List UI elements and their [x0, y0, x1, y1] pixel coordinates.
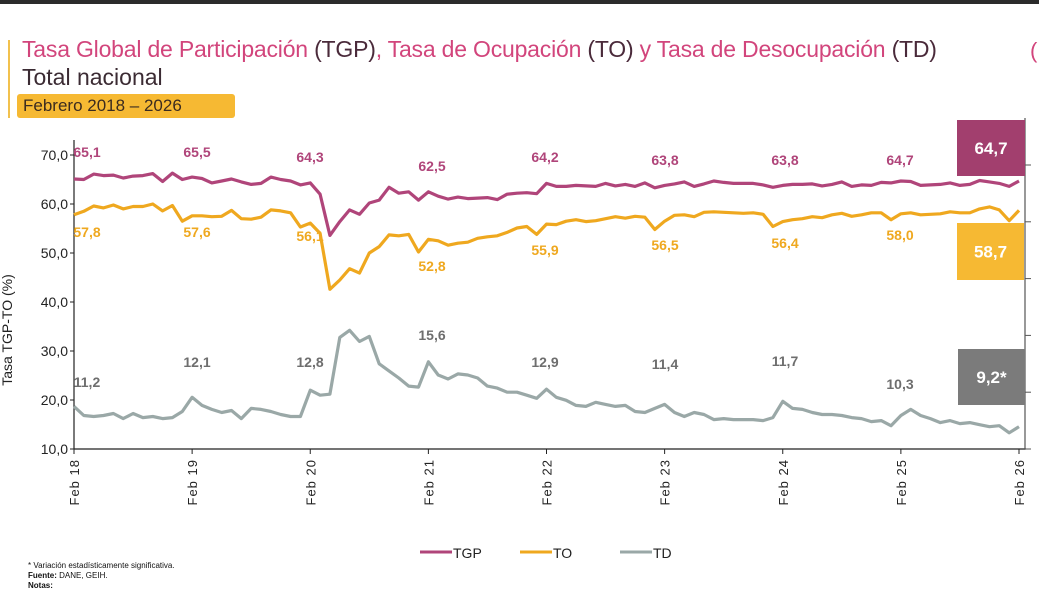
to-data-label: 57,8 [73, 224, 100, 240]
notes-label-text: Notas: [28, 581, 53, 590]
to-last-value-box [957, 223, 1024, 280]
tgp-data-label: 64,2 [531, 149, 558, 165]
title-part: (TO) [587, 36, 634, 62]
to-series-line [73, 202, 1021, 291]
tgp-data-label: 64,7 [886, 152, 913, 168]
x-tick-label: Feb 24 [776, 459, 791, 505]
td-series-line [72, 328, 1020, 435]
y-tick-label: 60,0 [41, 196, 68, 212]
y-tick-label: 40,0 [41, 294, 68, 310]
to-data-label: 56,1 [296, 228, 323, 244]
td-last-value: 9,2* [976, 368, 1007, 387]
tgp-data-label: 65,5 [183, 144, 210, 160]
tgp-last-value-box [957, 120, 1025, 176]
to-data-label: 52,8 [418, 258, 445, 274]
x-tick-label: Feb 19 [185, 459, 200, 505]
chart-subtitle: Total nacional [22, 64, 163, 90]
x-tick-label: Feb 21 [421, 459, 436, 505]
title-part: y Tasa de Desocupación [633, 36, 892, 62]
title-part: (TD) [891, 36, 937, 62]
source-label: Fuente: [28, 571, 57, 580]
y-tick-label: 10,0 [41, 441, 68, 457]
td-data-label: 11,4 [652, 356, 679, 372]
footnote: * Variación estadísticamente significati… [28, 561, 175, 570]
title-part: Tasa Global de Participación [22, 36, 315, 62]
x-tick-label: Feb 23 [658, 459, 673, 505]
to-data-label: 56,4 [771, 235, 798, 251]
to-data-label: 58,0 [886, 227, 913, 243]
td-data-label: 11,2 [74, 374, 101, 390]
tgp-series-line [73, 171, 1020, 237]
x-tick-label: Feb 18 [67, 459, 82, 505]
td-last-value-box [958, 349, 1025, 405]
tgp-data-label: 65,1 [73, 144, 100, 160]
td-data-label: 15,6 [418, 327, 445, 343]
period-badge: Febrero 2018 – 2026 [17, 94, 235, 118]
to-data-label: 55,9 [531, 242, 558, 258]
x-tick-label: Feb 26 [1012, 459, 1027, 505]
tgp-data-label: 62,5 [418, 158, 445, 174]
source-text: DANE, GEIH. [56, 571, 108, 580]
x-tick-label: Feb 25 [894, 459, 909, 505]
tgp-data-label: 64,3 [296, 149, 323, 165]
td-data-label: 10,3 [886, 376, 913, 392]
x-tick-label: Feb 20 [303, 459, 318, 505]
legend-label-tgp: TGP [453, 545, 482, 561]
y-tick-label: 30,0 [41, 343, 68, 359]
notes-label: Notas: [28, 581, 53, 590]
source-note: Fuente: DANE, GEIH. [28, 571, 108, 580]
y-tick-label: 70,0 [41, 147, 68, 163]
td-data-label: 12,1 [183, 354, 210, 370]
td-data-label: 11,7 [772, 353, 799, 369]
legend-label-to: TO [553, 545, 572, 561]
title-accent-bar [8, 40, 10, 118]
td-data-label: 12,8 [296, 354, 323, 370]
y-tick-label: 20,0 [41, 392, 68, 408]
y-axis-title: Tasa TGP-TO (%) [0, 274, 15, 386]
top-bar [0, 0, 1039, 4]
x-tick-label: Feb 22 [540, 459, 555, 505]
title-part: , Tasa de Ocupación [375, 36, 588, 62]
tgp-data-label: 63,8 [771, 152, 798, 168]
cut-off-bracket-icon: ( [1030, 38, 1038, 63]
chart-title: Tasa Global de Participación (TGP), Tasa… [22, 36, 937, 63]
to-data-label: 57,6 [183, 224, 210, 240]
to-data-label: 56,5 [651, 237, 678, 253]
y-tick-label: 50,0 [41, 245, 68, 261]
td-data-label: 12,9 [531, 354, 558, 370]
tgp-data-label: 63,8 [651, 152, 678, 168]
tgp-last-value: 64,7 [974, 139, 1007, 158]
to-last-value: 58,7 [974, 243, 1007, 262]
title-part: (TGP) [314, 36, 376, 62]
legend-label-td: TD [653, 545, 672, 561]
